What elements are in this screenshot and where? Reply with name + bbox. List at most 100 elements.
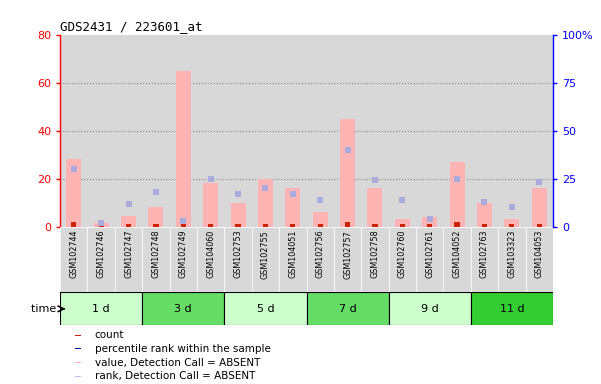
Bar — [471, 292, 553, 325]
Bar — [75, 348, 81, 349]
Text: GSM102756: GSM102756 — [316, 230, 325, 278]
Text: GSM102749: GSM102749 — [179, 230, 188, 278]
Point — [69, 166, 79, 172]
Text: 9 d: 9 d — [421, 304, 439, 314]
Bar — [498, 35, 525, 227]
Text: percentile rank within the sample: percentile rank within the sample — [94, 344, 270, 354]
Bar — [258, 179, 273, 227]
Text: 11 d: 11 d — [499, 304, 524, 314]
Bar — [444, 227, 471, 292]
Bar — [115, 227, 142, 292]
Bar — [340, 119, 355, 227]
Bar — [279, 227, 307, 292]
Text: GDS2431 / 223601_at: GDS2431 / 223601_at — [60, 20, 203, 33]
Point — [178, 218, 188, 224]
Bar — [313, 212, 328, 227]
Bar — [290, 224, 296, 227]
Bar — [175, 71, 191, 227]
Bar — [169, 35, 197, 227]
Point — [124, 200, 133, 207]
Bar — [181, 222, 186, 227]
Bar — [532, 188, 547, 227]
Point — [343, 147, 352, 153]
Bar — [60, 35, 88, 227]
Bar — [307, 35, 334, 227]
Bar — [231, 203, 246, 227]
Point — [480, 199, 489, 205]
Bar — [361, 35, 389, 227]
Bar — [252, 227, 279, 292]
Bar — [142, 35, 169, 227]
Point — [507, 204, 517, 210]
Point — [316, 197, 325, 203]
Text: GSM102763: GSM102763 — [480, 230, 489, 278]
Bar — [142, 227, 169, 292]
Text: 7 d: 7 d — [339, 304, 356, 314]
Text: GSM102760: GSM102760 — [398, 230, 407, 278]
Bar — [454, 222, 460, 227]
Bar — [334, 35, 361, 227]
Bar — [471, 35, 498, 227]
Bar — [450, 162, 465, 227]
Bar — [498, 227, 525, 292]
Bar — [334, 227, 361, 292]
Text: value, Detection Call = ABSENT: value, Detection Call = ABSENT — [94, 358, 260, 367]
Bar — [148, 207, 163, 227]
Text: GSM102755: GSM102755 — [261, 230, 270, 279]
Bar — [169, 227, 197, 292]
Bar — [307, 292, 389, 325]
Text: rank, Detection Call = ABSENT: rank, Detection Call = ABSENT — [94, 371, 255, 381]
Text: GSM102757: GSM102757 — [343, 230, 352, 279]
Bar — [197, 35, 224, 227]
Point — [151, 189, 160, 195]
Text: GSM102747: GSM102747 — [124, 230, 133, 278]
Bar — [203, 184, 218, 227]
Text: 3 d: 3 d — [174, 304, 192, 314]
Point — [96, 220, 106, 226]
Bar — [126, 224, 131, 227]
Bar — [71, 222, 76, 227]
Bar — [477, 203, 492, 227]
Bar — [427, 224, 432, 227]
Bar — [361, 227, 389, 292]
Text: GSM102748: GSM102748 — [151, 230, 160, 278]
Point — [425, 216, 435, 222]
Text: GSM103323: GSM103323 — [507, 230, 516, 278]
Bar — [115, 35, 142, 227]
Bar — [395, 219, 410, 227]
Text: time: time — [31, 304, 60, 314]
Bar — [471, 227, 498, 292]
Text: GSM104060: GSM104060 — [206, 230, 215, 278]
Bar — [373, 224, 377, 227]
Bar — [224, 292, 307, 325]
Point — [453, 175, 462, 182]
Bar — [504, 219, 519, 227]
Bar — [224, 35, 252, 227]
Bar — [367, 188, 382, 227]
Text: GSM104053: GSM104053 — [535, 230, 544, 278]
Bar — [121, 216, 136, 227]
Bar — [422, 217, 438, 227]
Bar — [60, 292, 142, 325]
Text: GSM102744: GSM102744 — [69, 230, 78, 278]
Bar — [285, 188, 300, 227]
Text: GSM104051: GSM104051 — [288, 230, 297, 278]
Point — [370, 177, 380, 184]
Text: GSM102753: GSM102753 — [234, 230, 243, 278]
Bar — [208, 224, 213, 227]
Bar — [236, 224, 240, 227]
Bar — [75, 362, 81, 363]
Text: GSM104052: GSM104052 — [453, 230, 462, 278]
Bar — [88, 227, 115, 292]
Bar — [75, 334, 81, 336]
Bar — [224, 227, 252, 292]
Bar — [389, 35, 416, 227]
Bar — [525, 227, 553, 292]
Point — [534, 179, 544, 185]
Bar — [509, 224, 514, 227]
Bar — [389, 227, 416, 292]
Bar — [99, 225, 104, 227]
Point — [233, 191, 243, 197]
Bar — [416, 35, 444, 227]
Point — [397, 197, 407, 203]
